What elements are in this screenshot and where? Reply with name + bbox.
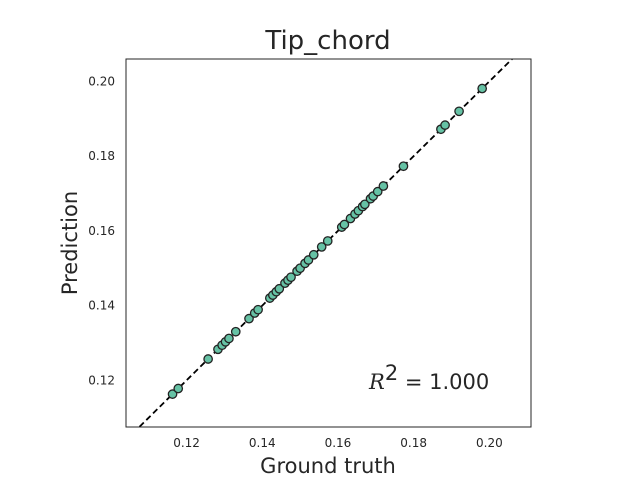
scatter-point	[203, 354, 213, 364]
scatter-point	[286, 272, 296, 283]
y-tick-label: 0.18	[88, 149, 115, 163]
scatter-point	[167, 389, 178, 399]
r-superscript: 2	[385, 361, 398, 385]
plot-frame	[125, 58, 532, 428]
chart-title: Tip_chord	[264, 26, 390, 56]
scatter-point	[378, 181, 389, 191]
x-tick-label: 0.18	[400, 436, 427, 450]
scatter-point	[322, 236, 333, 246]
scatter-point	[398, 161, 409, 172]
scatter-point	[224, 333, 234, 344]
scatter-point	[316, 242, 327, 252]
x-axis-label: Ground truth	[260, 454, 396, 478]
scatter-point	[454, 106, 464, 117]
x-tick-label: 0.14	[249, 436, 276, 450]
scatter-point	[253, 304, 263, 315]
scatter-point	[372, 186, 383, 197]
y-tick-label: 0.12	[88, 373, 115, 387]
y-tick-label: 0.20	[88, 74, 115, 88]
x-tick-label: 0.16	[325, 436, 352, 450]
scatter-point	[359, 199, 370, 210]
scatter-points	[167, 83, 488, 399]
r-squared-annotation: R2 = 1.000	[368, 361, 489, 394]
scatter-point	[274, 283, 285, 294]
y-tick-labels: 0.12 0.14 0.16 0.18 0.20	[88, 74, 115, 387]
scatter-point	[244, 313, 254, 324]
y-axis-label: Prediction	[58, 191, 82, 295]
x-tick-labels: 0.12 0.14 0.16 0.18 0.20	[173, 436, 503, 450]
scatter-point	[339, 219, 350, 230]
y-tick-label: 0.14	[88, 299, 115, 313]
scatter-point	[230, 326, 241, 337]
scatter-point	[308, 249, 319, 260]
r-value: = 1.000	[398, 370, 489, 394]
scatter-point	[173, 383, 184, 394]
r-symbol: R	[368, 370, 385, 394]
x-tick-label: 0.12	[173, 436, 200, 450]
x-tick-label: 0.20	[476, 436, 503, 450]
y-tick-label: 0.16	[88, 224, 115, 238]
scatter-point	[477, 83, 488, 94]
scatter-point	[440, 120, 450, 130]
